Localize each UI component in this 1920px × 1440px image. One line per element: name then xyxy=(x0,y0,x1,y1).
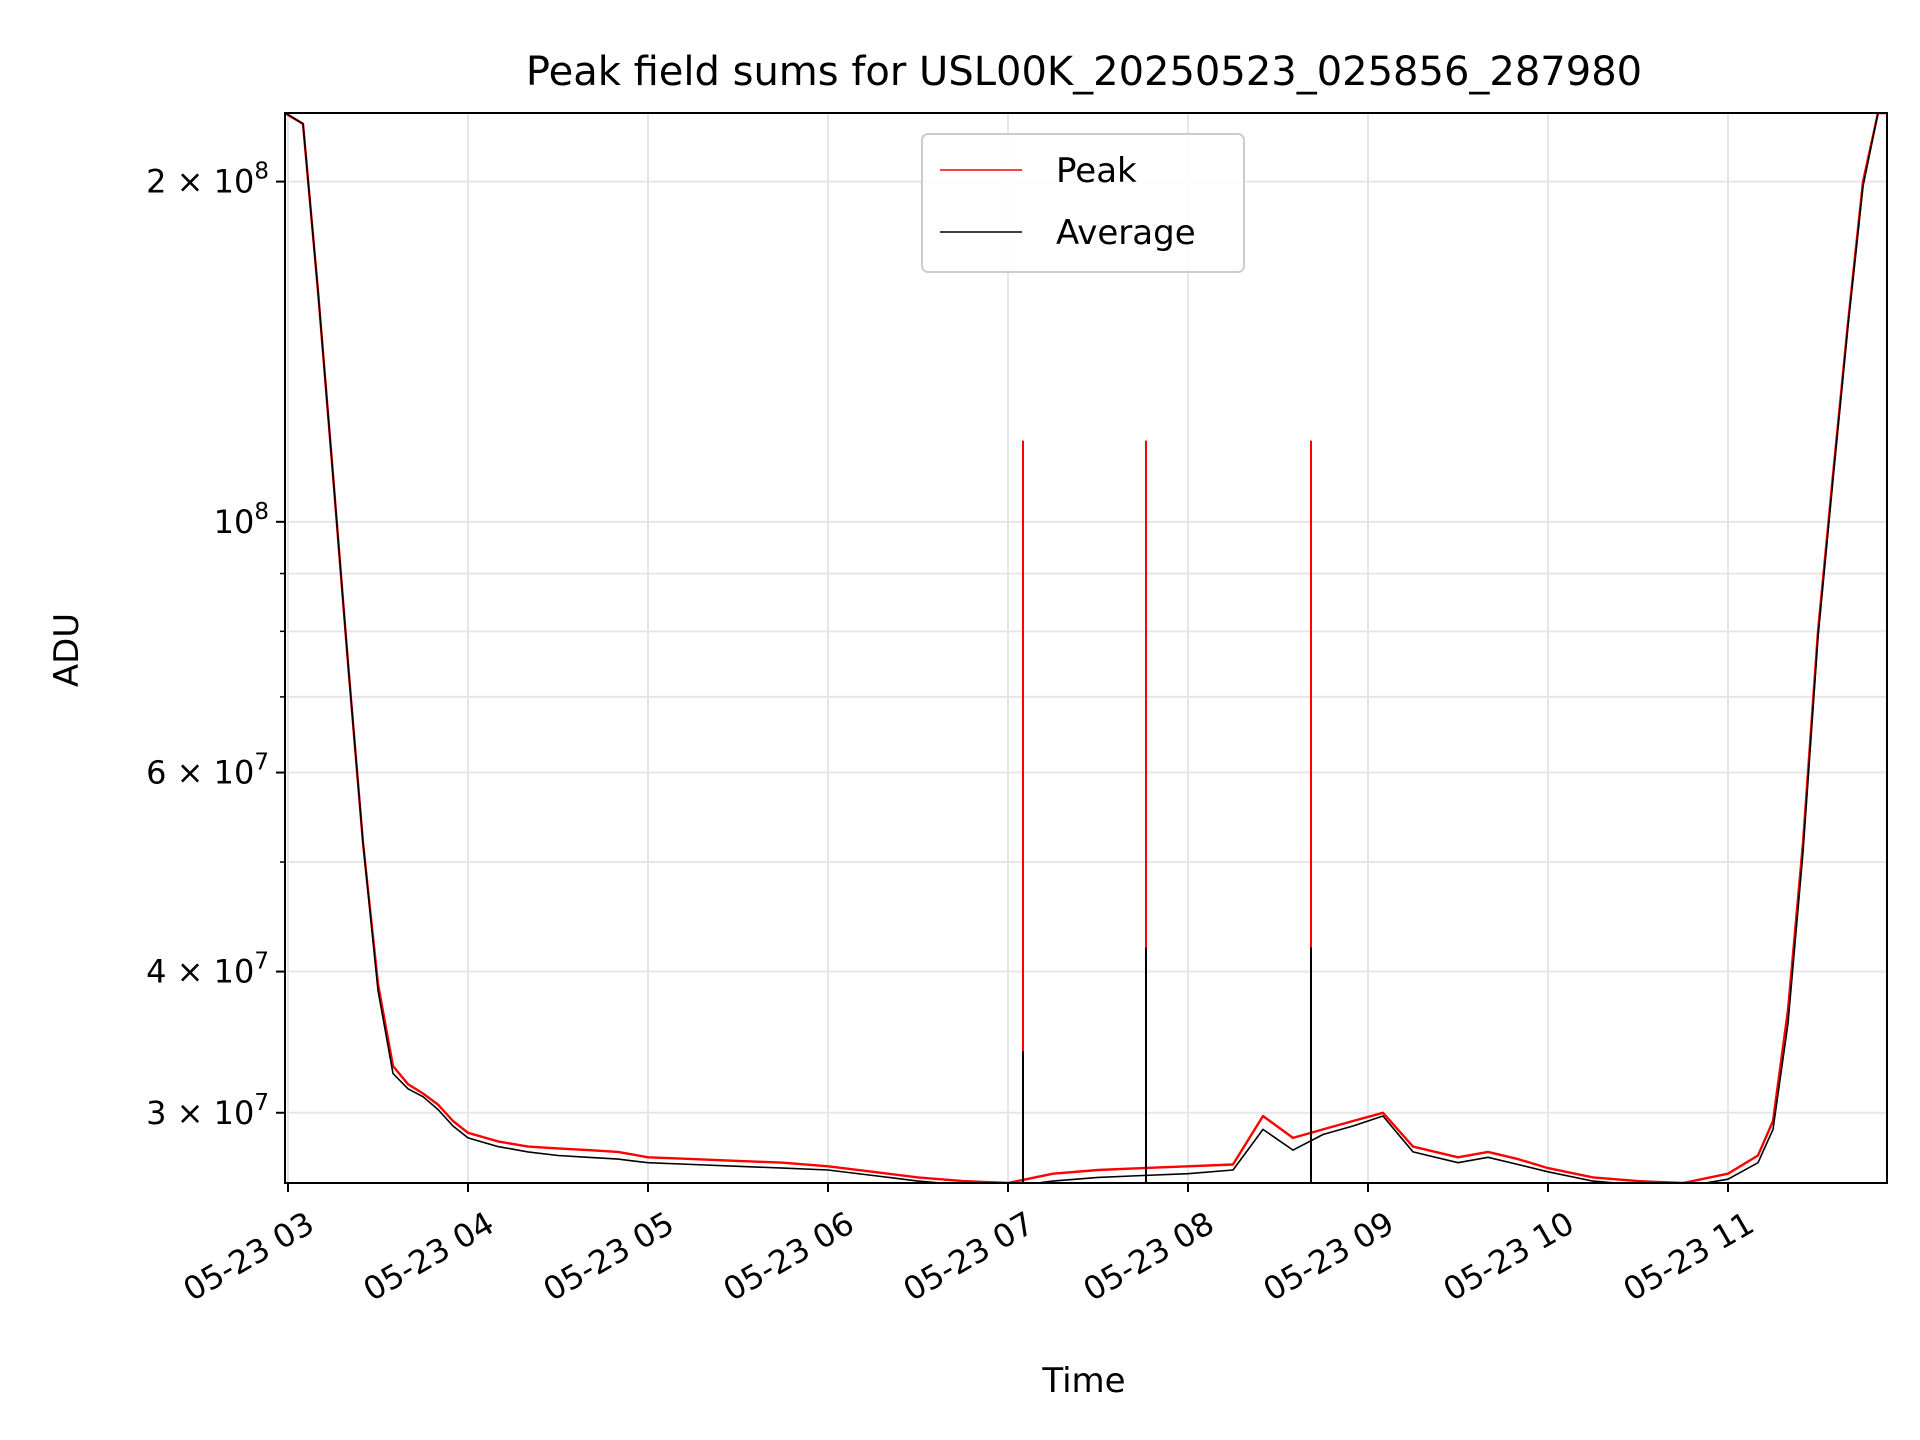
legend: Peak Average xyxy=(921,133,1245,273)
y-tick-label: 2 × 108 xyxy=(146,159,269,201)
average-series-line xyxy=(285,113,1887,1183)
grid xyxy=(285,113,1887,1183)
legend-box xyxy=(921,133,1245,273)
y-tick-label: 6 × 107 xyxy=(146,750,269,792)
legend-peak-label: Peak xyxy=(1056,151,1137,191)
plot-frame xyxy=(284,112,1888,1184)
y-tick-label: 4 × 107 xyxy=(146,949,269,991)
series-layer xyxy=(285,113,1887,1183)
y-axis: 3 × 107 4 × 107 6 × 107 108 2 × 108 xyxy=(146,159,285,1132)
y-tick-label: 3 × 107 xyxy=(146,1090,269,1132)
chart-title: Peak field sums for USL00K_20250523_0258… xyxy=(526,49,1642,95)
legend-average-label: Average xyxy=(1056,213,1196,253)
y-axis-label: ADU xyxy=(47,613,87,687)
x-axis-label: Time xyxy=(1041,1361,1125,1401)
y-tick-label: 108 xyxy=(214,499,269,541)
peak-series-line xyxy=(285,113,1887,1183)
